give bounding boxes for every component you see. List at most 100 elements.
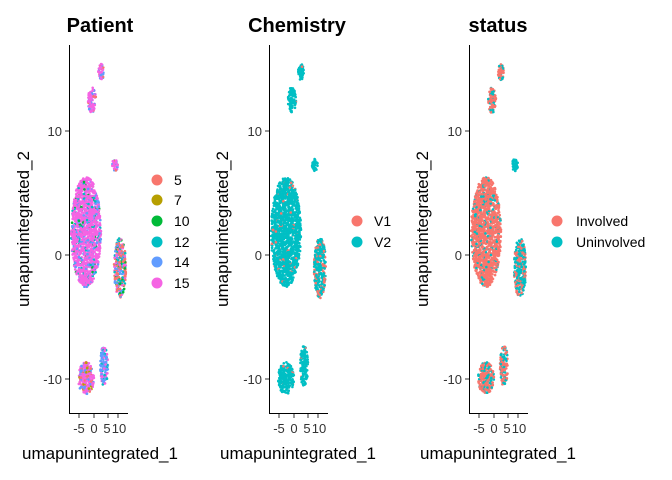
data-point (84, 269, 87, 273)
x-tick-label: -5 (273, 421, 285, 436)
data-point (318, 251, 322, 255)
data-point (295, 263, 299, 267)
data-point (116, 272, 120, 276)
data-point (79, 376, 83, 379)
data-point (87, 381, 91, 384)
data-point (123, 255, 126, 258)
legend-key (351, 236, 363, 248)
data-point (275, 216, 279, 220)
data-point (322, 256, 325, 259)
data-point (288, 267, 292, 271)
data-point (101, 72, 105, 76)
data-point (92, 236, 96, 240)
data-point (99, 359, 102, 363)
data-point (103, 382, 107, 385)
data-point (91, 103, 95, 107)
data-point (88, 270, 91, 273)
data-point (92, 242, 96, 246)
data-point (112, 164, 115, 167)
data-point (287, 224, 291, 227)
data-point (298, 216, 302, 220)
data-point (89, 367, 93, 370)
data-point (113, 256, 116, 259)
data-point (102, 380, 105, 384)
data-point (82, 372, 85, 376)
data-point (282, 280, 286, 284)
data-point (114, 169, 118, 172)
data-point (286, 266, 290, 269)
data-point (115, 282, 119, 285)
data-point (80, 369, 83, 373)
data-point (290, 281, 293, 285)
data-point (304, 368, 308, 371)
data-point (102, 358, 105, 362)
data-point (120, 249, 123, 253)
data-point (82, 194, 86, 198)
data-point (287, 237, 291, 240)
data-point (280, 221, 283, 224)
data-point (101, 383, 105, 386)
data-point (279, 255, 283, 259)
data-point (79, 208, 82, 211)
data-point (111, 159, 115, 163)
data-point (99, 66, 103, 69)
data-point (290, 92, 294, 95)
data-point (315, 273, 318, 277)
data-point (291, 246, 295, 250)
data-point (288, 87, 292, 90)
data-point (81, 185, 85, 189)
data-point (101, 351, 105, 354)
data-point (71, 225, 75, 228)
data-point (114, 250, 117, 253)
data-point (78, 277, 81, 280)
data-point (274, 230, 278, 233)
plot-area (469, 63, 527, 395)
data-point (323, 260, 327, 264)
data-point (121, 260, 125, 264)
legend-label: V2 (374, 234, 391, 250)
data-point (79, 226, 83, 230)
data-point (115, 253, 118, 257)
data-point (113, 279, 117, 283)
legend-label: 15 (174, 275, 190, 291)
data-point (91, 262, 95, 266)
data-point (278, 192, 282, 196)
data-point (298, 238, 302, 241)
data-point (319, 268, 323, 272)
data-point (300, 380, 304, 384)
data-point (275, 256, 279, 259)
data-point (79, 194, 82, 197)
data-point (82, 213, 85, 217)
data-point (316, 164, 319, 168)
data-point (86, 265, 89, 269)
data-point (289, 211, 293, 214)
data-point (83, 385, 86, 389)
data-point (300, 375, 304, 379)
legend-label: 7 (174, 192, 182, 208)
data-point (271, 234, 275, 238)
data-point (293, 269, 297, 272)
data-point (286, 200, 289, 204)
data-point (79, 180, 82, 183)
data-point (85, 243, 89, 247)
data-point (272, 262, 276, 266)
data-point (112, 167, 116, 171)
data-point (118, 261, 121, 264)
data-point (80, 229, 83, 232)
data-point (282, 230, 285, 234)
data-point (78, 253, 81, 256)
data-point (299, 74, 302, 77)
data-point (273, 268, 277, 271)
data-point (77, 219, 81, 222)
data-point (99, 369, 103, 373)
data-point (289, 381, 293, 385)
data-point (99, 218, 102, 222)
data-point (290, 205, 294, 209)
data-point (305, 376, 309, 379)
data-point (88, 224, 92, 228)
legend-key (151, 215, 163, 227)
data-point (298, 78, 302, 81)
data-point (82, 260, 86, 264)
data-point (84, 209, 87, 213)
data-point (92, 196, 96, 200)
